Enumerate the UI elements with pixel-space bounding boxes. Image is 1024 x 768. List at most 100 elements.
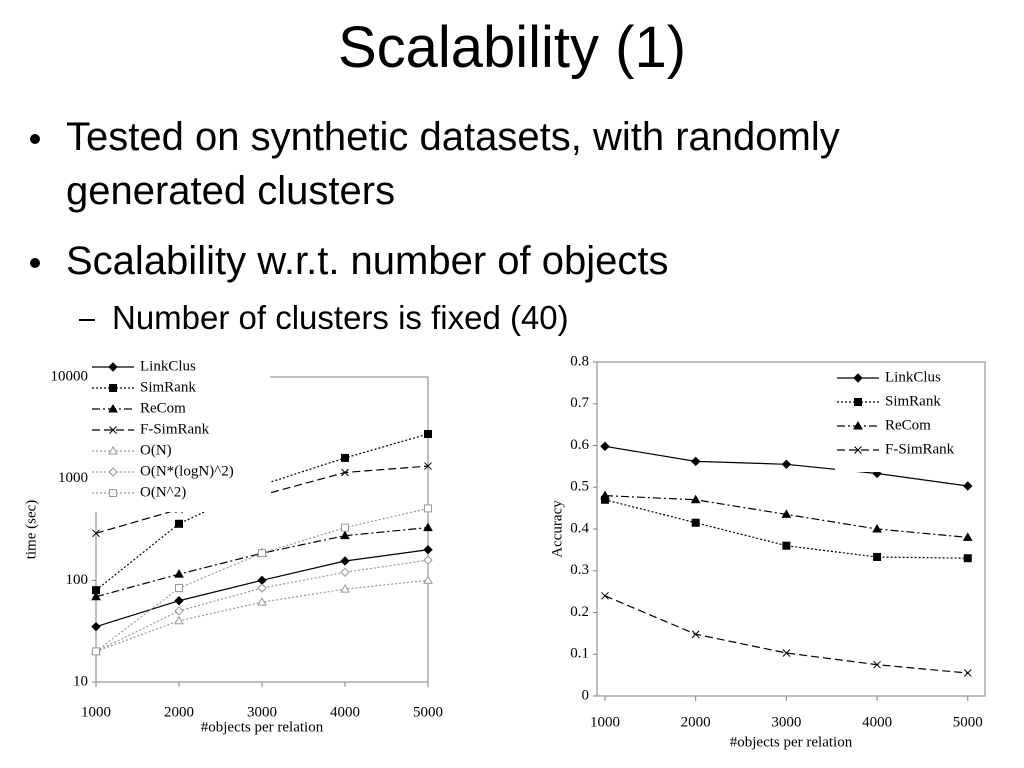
y-tick-label: 0 [582,687,590,703]
marker [423,555,433,565]
legend-label: ReCom [885,417,931,433]
legend-marker [108,403,118,413]
marker [782,541,791,550]
marker [423,575,433,584]
x-tick-label: 4000 [330,704,360,720]
marker [600,441,610,452]
marker [340,567,350,577]
marker [600,490,610,500]
legend-label: F-SimRank [885,441,955,457]
series-line [95,507,429,652]
y-tick-label: 10 [73,673,88,689]
marker [781,509,792,518]
x-tick-label: 5000 [953,714,983,730]
marker [174,615,184,625]
marker [175,519,183,528]
legend-label: O(N) [140,442,172,458]
marker [690,456,701,467]
marker [340,556,350,566]
marker [424,430,432,439]
marker [257,575,267,586]
y-axis-label: Accuracy [549,500,565,558]
y-tick-label: 0.7 [570,395,589,411]
marker [691,630,700,639]
legend-marker [109,489,117,497]
legend-marker [108,362,118,372]
y-tick-label: 1000 [58,470,88,486]
y-tick-label: 0.5 [570,479,589,495]
x-tick-label: 2000 [164,704,194,720]
marker [341,523,349,532]
marker [175,584,183,593]
marker [341,468,349,477]
slide-title: Scalability (1) [337,15,687,80]
x-tick-label: 2000 [681,714,711,730]
y-tick-label: 0.2 [570,604,589,620]
legend-box [835,368,980,472]
legend-label: LinkClus [140,358,196,374]
marker [690,494,701,504]
legend-marker [853,373,863,383]
bullet: Scalability w.r.t. number of objects [30,234,966,288]
marker [174,569,184,578]
legend-label: O(N*(logN)^2) [140,463,234,479]
marker [963,481,973,491]
legend-label: F-SimRank [140,421,210,437]
marker [340,584,350,593]
legend-label: LinkClus [885,369,941,385]
legend-marker [109,384,117,392]
legend-label: SimRank [885,393,941,409]
marker [691,518,700,527]
marker [174,606,184,616]
marker [91,621,101,632]
marker [92,529,100,538]
marker [257,597,267,606]
y-tick-label: 0.6 [570,437,589,453]
marker [873,552,882,561]
y-tick-label: 0.8 [570,353,589,369]
marker [963,669,972,677]
y-tick-label: 10000 [51,368,89,384]
marker [174,596,184,606]
legend-marker [108,467,118,477]
marker [873,660,881,669]
legend-marker [109,426,117,434]
legend-marker [853,420,863,430]
y-tick-label: 0.4 [570,520,589,536]
series-line [95,559,429,652]
x-tick-label: 1000 [81,704,111,720]
legend-marker [854,398,862,406]
marker [258,549,266,558]
legend-marker [108,445,118,455]
marker [781,459,792,469]
marker [962,532,973,541]
legend-marker [854,446,862,454]
legend-box [90,357,270,512]
y-tick-label: 0.3 [570,562,589,578]
legend-label: SimRank [140,379,196,395]
x-tick-label: 5000 [413,704,443,720]
x-axis-label: #objects per relation [201,719,324,735]
marker [872,523,882,533]
marker [423,545,433,555]
legend-label: O(N^2) [140,484,186,500]
marker [601,591,609,600]
legend-label: ReCom [140,400,186,416]
marker [341,453,349,462]
marker [257,583,267,593]
series-line [604,595,968,674]
x-tick-label: 1000 [590,714,620,730]
marker [424,462,432,470]
series-line [604,499,968,559]
marker [91,591,101,601]
marker [92,647,100,656]
marker [340,530,350,540]
marker [782,649,791,657]
x-tick-label: 3000 [247,704,277,720]
x-tick-label: 4000 [862,714,892,730]
sub-bullet: Number of clusters is fixed (40) [79,298,912,338]
y-axis-label: time (sec) [23,500,39,560]
bullet: Tested on synthetic datasets, with rando… [30,110,966,218]
